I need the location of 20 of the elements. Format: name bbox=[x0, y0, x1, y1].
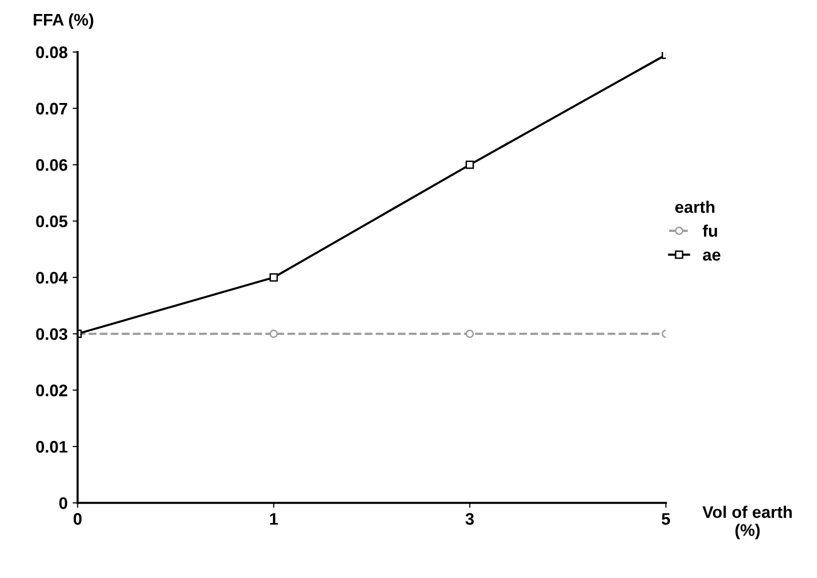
x-tick-label: 5 bbox=[662, 513, 670, 525]
x-tick-label: 3 bbox=[466, 513, 474, 525]
y-tick-label: 0.06 bbox=[36, 159, 68, 171]
point bbox=[270, 330, 278, 338]
y-tick-label: 0.04 bbox=[36, 272, 68, 284]
legend-label: fu bbox=[702, 224, 718, 237]
y-tick-label: 0.07 bbox=[36, 102, 68, 115]
y-tick-label: 0 bbox=[59, 497, 68, 510]
y-tick-label: 0.02 bbox=[36, 384, 68, 396]
y-tick-label: 0.05 bbox=[36, 215, 68, 228]
y-tick-label: 0.01 bbox=[36, 440, 68, 453]
y-axis-title: FFA (%) bbox=[34, 13, 94, 29]
legend-title: earth bbox=[675, 200, 714, 213]
legend-label: ae bbox=[702, 252, 720, 261]
point bbox=[466, 330, 474, 338]
y-tick-label: 0.08 bbox=[36, 46, 68, 58]
x-tick-label: 1 bbox=[270, 513, 278, 525]
x-tick-label: 0 bbox=[74, 513, 82, 525]
y-tick-label: 0.03 bbox=[36, 328, 68, 340]
x-axis-title: Vol of earth (%) bbox=[702, 506, 792, 540]
